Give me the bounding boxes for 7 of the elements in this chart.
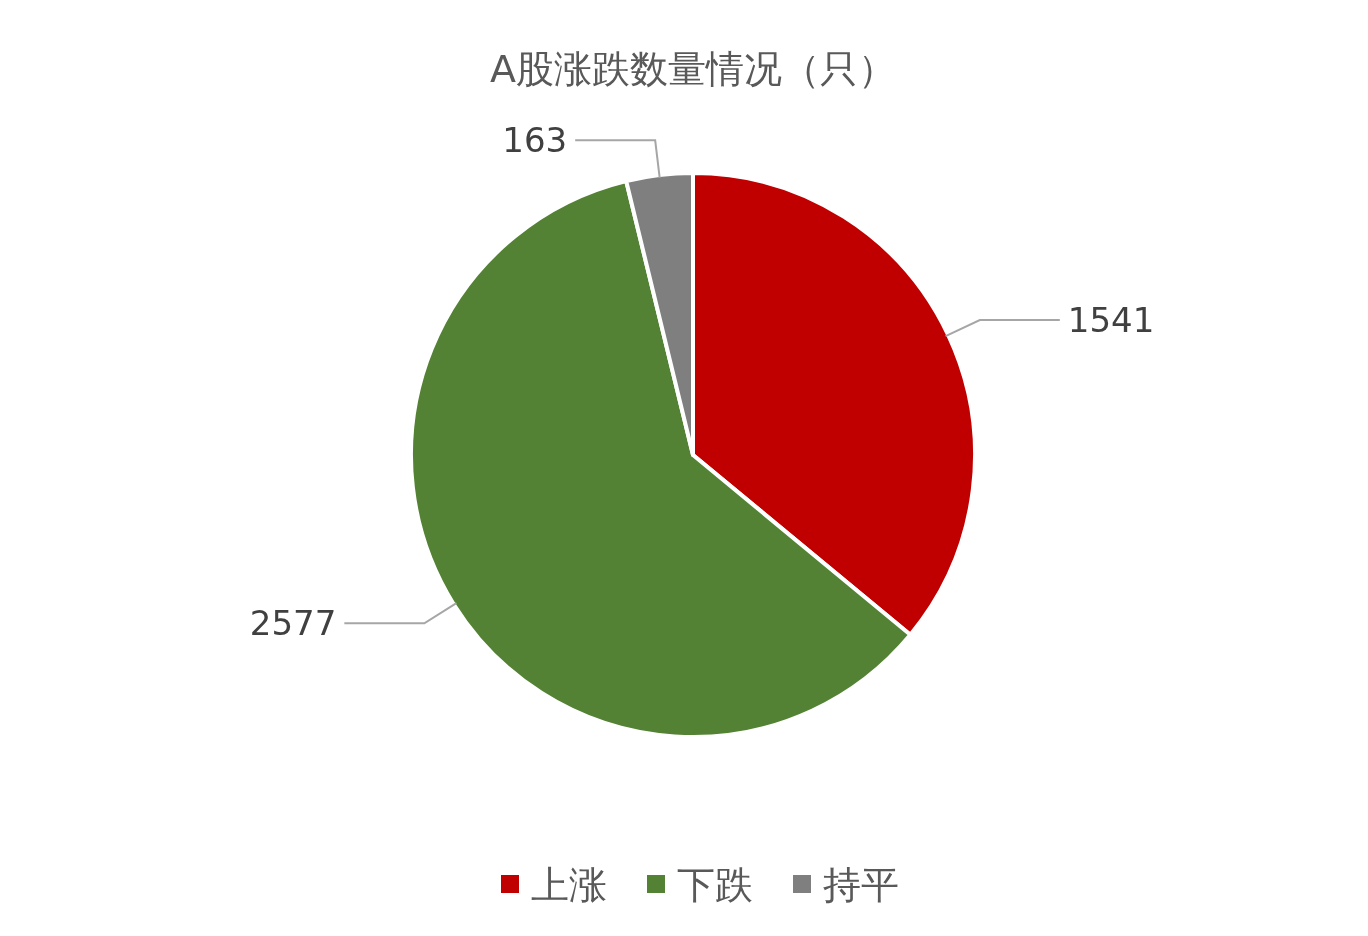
data-label: 163 (502, 120, 568, 161)
legend-label: 下跌 (677, 863, 753, 907)
legend-label: 持平 (823, 863, 899, 907)
chart-title: A股涨跌数量情况（只） (490, 47, 896, 91)
legend-label: 上涨 (531, 863, 607, 907)
data-label: 1541 (1067, 299, 1155, 340)
data-label: 2577 (249, 603, 337, 644)
